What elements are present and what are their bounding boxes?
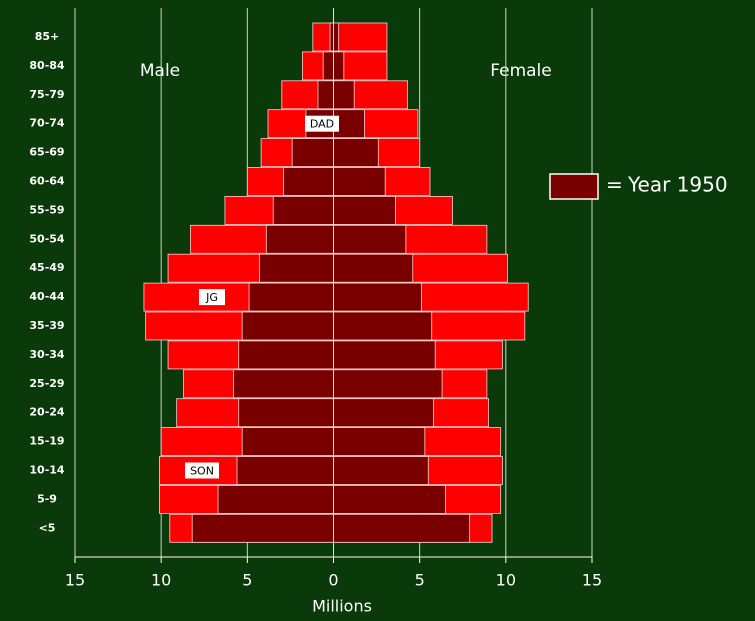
bar-female — [333, 80, 355, 110]
bar-male — [322, 51, 334, 81]
bar-female — [333, 224, 407, 254]
category-label: 30-34 — [29, 348, 65, 361]
bar-female — [333, 398, 434, 428]
annotation: DAD — [310, 118, 334, 131]
category-label: 45-49 — [29, 261, 64, 274]
bar-male — [191, 513, 334, 543]
bar-female — [333, 282, 422, 312]
category-label: 40-44 — [29, 290, 65, 303]
bar-female — [333, 311, 433, 341]
x-tick-label: 0 — [328, 571, 338, 590]
category-label: 60-64 — [29, 175, 65, 188]
annotation-box — [199, 289, 225, 306]
annotation-box — [305, 115, 339, 132]
annotation: JG — [205, 291, 218, 304]
category-label: 75-79 — [29, 88, 64, 101]
x-tick-label: 5 — [242, 571, 252, 590]
bar-female — [333, 253, 414, 283]
bar-female — [333, 22, 388, 52]
category-label: 55-59 — [29, 203, 64, 216]
category-label: 25-29 — [29, 377, 64, 390]
bar-male — [258, 253, 334, 283]
category-label: <5 — [39, 521, 56, 534]
category-label: 50-54 — [29, 232, 65, 245]
bar-male — [265, 224, 334, 254]
legend-swatch — [549, 173, 599, 200]
bar-female — [333, 51, 345, 81]
bar-female — [333, 138, 379, 168]
bar-male — [291, 138, 334, 168]
bar-female — [333, 22, 340, 52]
category-label: 15-19 — [29, 435, 64, 448]
bar-female — [333, 369, 443, 399]
bar-male — [233, 369, 334, 399]
annotation-box — [185, 462, 219, 479]
bar-male — [329, 22, 334, 52]
bar-female — [333, 427, 426, 457]
category-label: 65-69 — [29, 146, 64, 159]
bar-male — [241, 311, 334, 341]
x-tick-label: 15 — [582, 571, 602, 590]
bar-female — [333, 513, 471, 543]
x-tick-label: 5 — [415, 571, 425, 590]
category-label: 70-74 — [29, 117, 65, 130]
bar-female — [333, 456, 429, 485]
x-tick-label: 10 — [496, 571, 516, 590]
bar-male — [272, 195, 334, 225]
bar-male — [238, 340, 334, 370]
bar-male — [248, 282, 334, 312]
male-label: Male — [140, 61, 180, 81]
bar-female — [333, 195, 396, 225]
bar-male — [241, 427, 334, 457]
bar-male — [217, 484, 334, 514]
legend-label: Year 1950 — [627, 173, 728, 197]
x-tick-label: 15 — [65, 571, 85, 590]
category-label: 80-84 — [29, 59, 65, 72]
x-axis-label: Millions — [312, 597, 372, 616]
category-label: 10-14 — [29, 464, 65, 477]
bar-female — [333, 484, 446, 514]
bar-male — [238, 398, 334, 428]
female-label: Female — [490, 61, 551, 81]
bar-female — [333, 340, 436, 370]
category-label: 85+ — [35, 30, 60, 43]
category-label: 20-24 — [29, 406, 65, 419]
bar-male — [236, 456, 334, 485]
legend-equals: = — [606, 173, 623, 197]
bar-female — [333, 167, 386, 196]
bar-male — [317, 80, 334, 110]
category-label: 5-9 — [37, 492, 57, 505]
bar-male — [283, 167, 334, 196]
x-tick-label: 10 — [151, 571, 171, 590]
annotation: SON — [190, 465, 214, 478]
category-label: 35-39 — [29, 319, 64, 332]
